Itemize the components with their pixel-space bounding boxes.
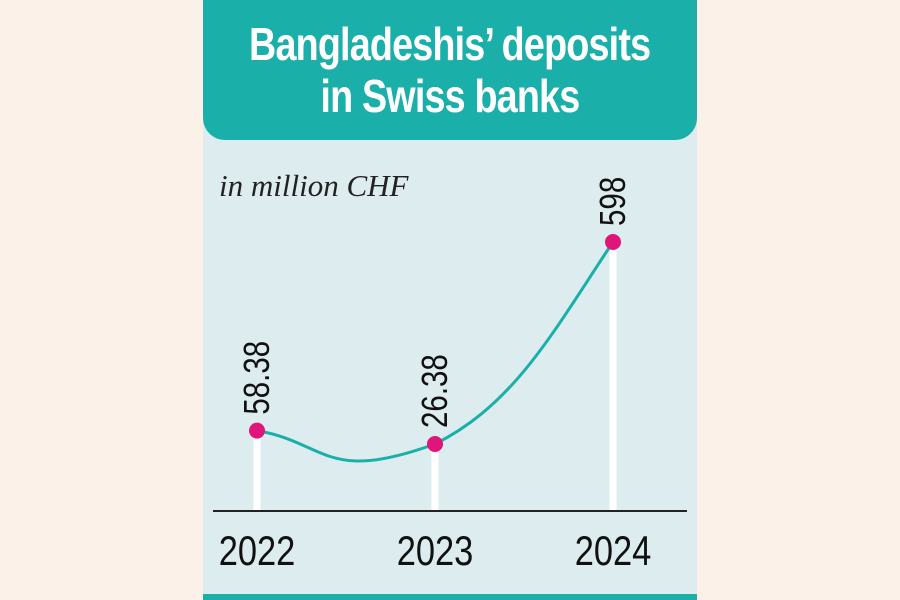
data-point-2022: [249, 422, 265, 439]
title-line-2: in Swiss banks: [320, 70, 581, 122]
line-chart: 58.38 26.38 598 2022 2023 2024: [213, 177, 687, 575]
chart-card: Bangladeshis’ deposits in Swiss banks in…: [203, 0, 697, 600]
x-tick-label-2023: 2023: [397, 528, 474, 575]
title-line-1: Bangladeshis’ deposits: [249, 18, 651, 70]
x-tick-label-2024: 2024: [575, 528, 652, 575]
bottom-accent-strip: [203, 594, 697, 600]
x-tick-label-2022: 2022: [219, 528, 296, 575]
data-point-2023: [427, 436, 443, 452]
data-label-2024: 598: [592, 177, 632, 226]
unit-label: in million CHF: [219, 168, 409, 203]
data-point-2024: [605, 234, 621, 250]
data-label-2022: 58.38: [236, 341, 276, 415]
title-banner: Bangladeshis’ deposits in Swiss banks: [203, 0, 697, 140]
data-label-2023: 26.38: [414, 354, 454, 428]
